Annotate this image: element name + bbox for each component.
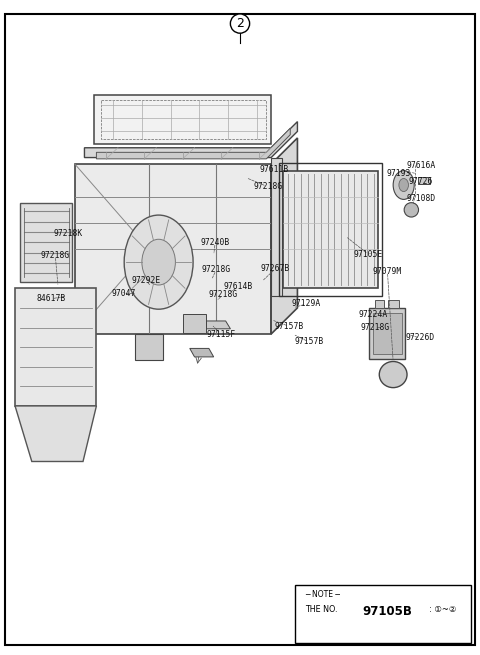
- Text: 2: 2: [236, 17, 244, 30]
- Text: 97616A: 97616A: [406, 161, 435, 170]
- Text: 97079M: 97079M: [373, 267, 402, 276]
- Polygon shape: [182, 314, 206, 333]
- Polygon shape: [135, 334, 163, 360]
- Text: 97218G: 97218G: [41, 251, 70, 260]
- Text: 97105E: 97105E: [354, 250, 383, 259]
- Text: 97218G: 97218G: [202, 265, 231, 274]
- Polygon shape: [190, 348, 214, 357]
- Polygon shape: [373, 313, 402, 354]
- Text: 97129A: 97129A: [291, 299, 321, 309]
- Polygon shape: [418, 177, 431, 183]
- Text: 97611B: 97611B: [260, 165, 289, 174]
- Ellipse shape: [379, 362, 407, 388]
- Text: 97218G: 97218G: [253, 182, 282, 191]
- Circle shape: [399, 178, 408, 191]
- Text: 97157B: 97157B: [274, 322, 303, 331]
- Text: 97105B: 97105B: [362, 605, 412, 618]
- Text: 97157B: 97157B: [294, 337, 324, 346]
- Polygon shape: [96, 128, 290, 159]
- Text: THE NO.: THE NO.: [305, 605, 337, 614]
- Text: 97726: 97726: [409, 177, 433, 185]
- Text: 97218G: 97218G: [360, 323, 390, 332]
- Ellipse shape: [404, 202, 419, 217]
- Polygon shape: [271, 138, 298, 334]
- Text: 97218G: 97218G: [208, 290, 238, 299]
- Polygon shape: [94, 96, 271, 145]
- Text: 97115F: 97115F: [206, 329, 236, 339]
- Polygon shape: [84, 122, 298, 158]
- Polygon shape: [15, 406, 96, 462]
- Polygon shape: [206, 321, 230, 329]
- Polygon shape: [369, 308, 405, 359]
- Text: 84617B: 84617B: [37, 294, 66, 303]
- Text: 97267B: 97267B: [261, 264, 290, 273]
- Polygon shape: [375, 300, 384, 308]
- Text: 97108D: 97108D: [406, 194, 435, 202]
- Text: 97614B: 97614B: [224, 282, 252, 291]
- FancyBboxPatch shape: [295, 585, 471, 643]
- Text: 97224A: 97224A: [359, 310, 388, 319]
- Polygon shape: [283, 171, 378, 288]
- Text: 97218K: 97218K: [53, 229, 83, 238]
- Polygon shape: [388, 300, 399, 308]
- Polygon shape: [271, 158, 282, 296]
- Text: 97292E: 97292E: [132, 276, 161, 285]
- Text: : ①~②: : ①~②: [429, 605, 456, 614]
- Polygon shape: [75, 164, 271, 334]
- Polygon shape: [20, 203, 72, 282]
- Text: 97193: 97193: [387, 169, 411, 178]
- Circle shape: [124, 215, 193, 309]
- Text: 97226D: 97226D: [405, 333, 434, 343]
- Text: 97240B: 97240B: [201, 238, 230, 247]
- Circle shape: [142, 239, 175, 285]
- Polygon shape: [15, 288, 96, 406]
- Circle shape: [393, 171, 414, 199]
- Text: 97047: 97047: [111, 289, 135, 298]
- Text: ─ NOTE ─: ─ NOTE ─: [305, 590, 340, 599]
